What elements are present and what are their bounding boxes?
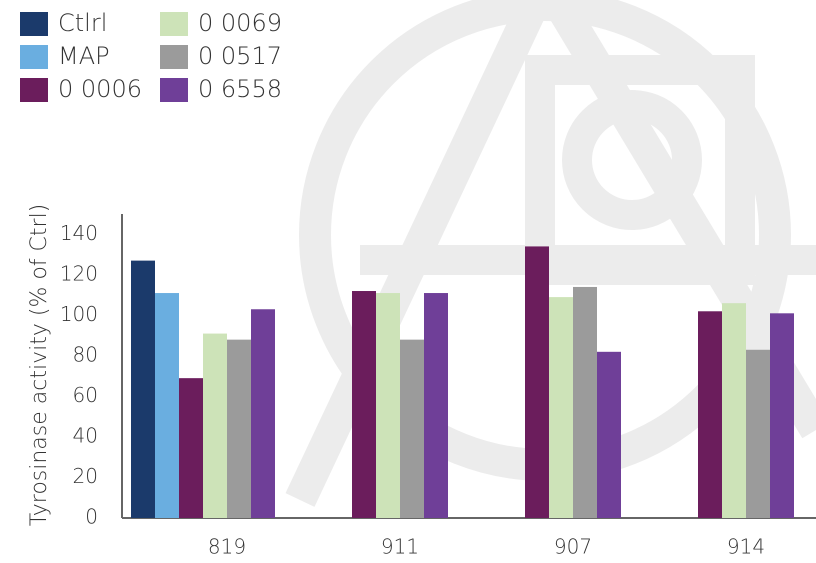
x-tick-label: 914 bbox=[727, 535, 765, 559]
bar bbox=[251, 309, 275, 518]
legend-swatch bbox=[160, 45, 188, 69]
bar bbox=[400, 339, 424, 518]
x-tick-label: 911 bbox=[381, 535, 419, 559]
bar bbox=[525, 246, 549, 518]
x-tick-label: 819 bbox=[208, 535, 246, 559]
bar bbox=[424, 293, 448, 518]
y-tick-label: 20 bbox=[73, 464, 98, 488]
legend-label: 0 0069 bbox=[198, 9, 282, 37]
x-tick-label: 907 bbox=[554, 535, 592, 559]
y-tick-label: 60 bbox=[73, 383, 98, 407]
bar bbox=[722, 303, 746, 518]
bar bbox=[179, 378, 203, 518]
y-tick-label: 140 bbox=[60, 221, 98, 245]
y-tick-label: 40 bbox=[73, 423, 98, 447]
bar bbox=[131, 260, 155, 518]
legend-swatch bbox=[20, 78, 48, 102]
y-tick-label: 80 bbox=[73, 342, 98, 366]
legend-swatch bbox=[20, 12, 48, 36]
y-tick-label: 120 bbox=[60, 261, 98, 285]
legend-swatch bbox=[160, 78, 188, 102]
legend-label: 0 0006 bbox=[58, 75, 142, 103]
legend-swatch bbox=[160, 12, 188, 36]
bar bbox=[597, 351, 621, 518]
bar bbox=[203, 333, 227, 518]
bar bbox=[573, 286, 597, 518]
bar bbox=[155, 293, 179, 518]
bar bbox=[227, 339, 251, 518]
bar bbox=[549, 297, 573, 518]
bar bbox=[376, 293, 400, 518]
legend-swatch bbox=[20, 45, 48, 69]
legend-label: Ctlrl bbox=[58, 9, 107, 37]
bar bbox=[352, 291, 376, 518]
legend-label: 0 0517 bbox=[198, 42, 282, 70]
bar bbox=[770, 313, 794, 518]
bar bbox=[746, 349, 770, 518]
legend-label: MAP bbox=[58, 42, 110, 70]
y-tick-label: 100 bbox=[60, 302, 98, 326]
bar bbox=[698, 311, 722, 518]
y-tick-label: 0 bbox=[85, 505, 98, 529]
legend-label: 0 6558 bbox=[198, 75, 282, 103]
y-axis-label: Tyrosinase activity (% of Ctrl) bbox=[27, 204, 52, 527]
